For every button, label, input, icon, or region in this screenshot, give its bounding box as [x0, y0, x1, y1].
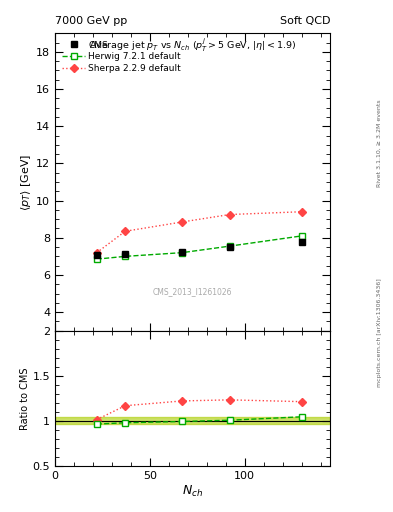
Text: CMS_2013_I1261026: CMS_2013_I1261026 [153, 288, 232, 296]
Text: Soft QCD: Soft QCD [280, 15, 330, 26]
Text: Average jet $p_T$ vs $N_{ch}$ ($p^j_T$$>$5 GeV, $|\eta|$$<$1.9): Average jet $p_T$ vs $N_{ch}$ ($p^j_T$$>… [89, 38, 296, 54]
Text: Rivet 3.1.10, ≥ 3.2M events: Rivet 3.1.10, ≥ 3.2M events [377, 99, 382, 187]
Bar [55, 417, 330, 424]
Legend: CMS, Herwig 7.2.1 default, Sherpa 2.2.9 default: CMS, Herwig 7.2.1 default, Sherpa 2.2.9 … [59, 38, 184, 76]
Text: 7000 GeV pp: 7000 GeV pp [55, 15, 127, 26]
X-axis label: $N_{ch}$: $N_{ch}$ [182, 483, 203, 499]
Y-axis label: Ratio to CMS: Ratio to CMS [20, 367, 30, 430]
Text: mcplots.cern.ch [arXiv:1306.3436]: mcplots.cern.ch [arXiv:1306.3436] [377, 279, 382, 387]
Y-axis label: $\langle p_T \rangle$ [GeV]: $\langle p_T \rangle$ [GeV] [19, 154, 33, 210]
